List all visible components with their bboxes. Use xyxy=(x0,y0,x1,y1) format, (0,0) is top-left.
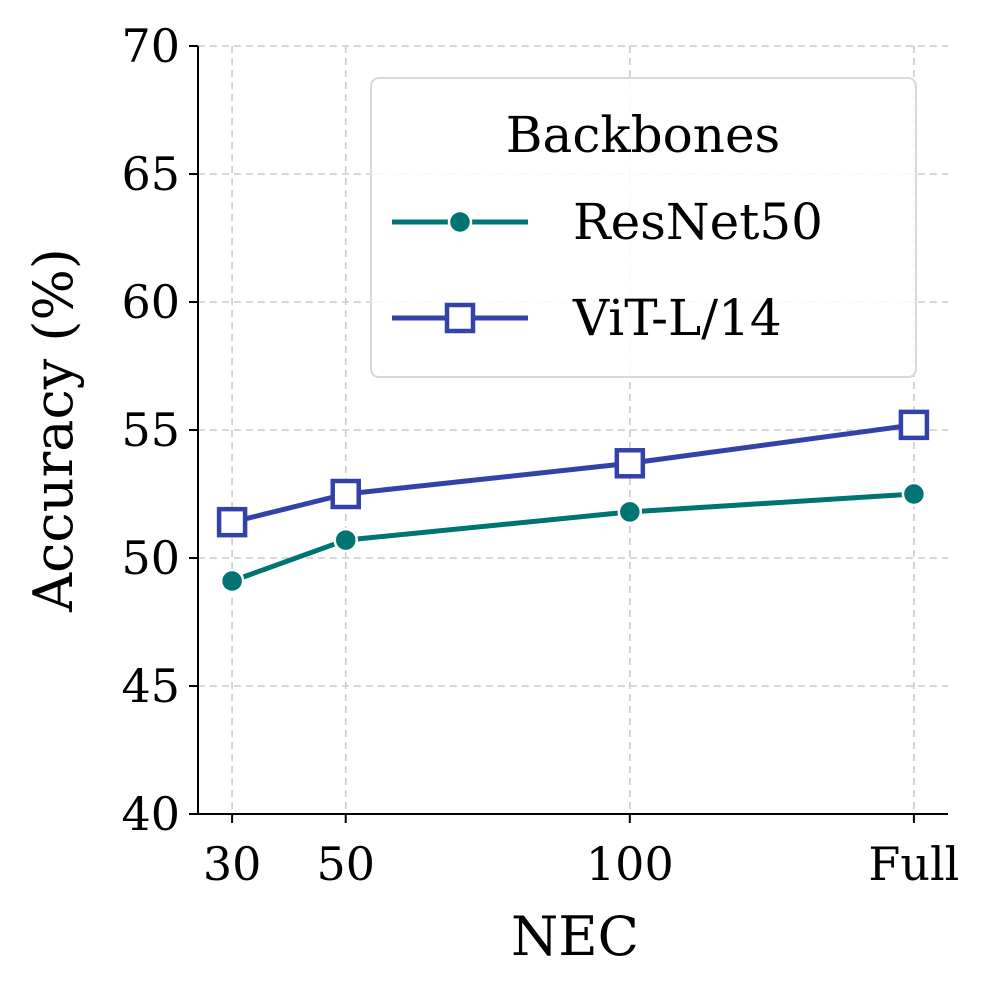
data-point xyxy=(216,506,248,538)
legend-label: ViT-L/14 xyxy=(572,289,782,347)
y-tick-label: 60 xyxy=(121,275,180,329)
data-point xyxy=(333,527,358,553)
data-point xyxy=(614,448,646,479)
y-tick-label: 40 xyxy=(121,787,180,841)
series-vit-l-14 xyxy=(216,409,930,538)
legend-box xyxy=(370,77,917,378)
data-point xyxy=(901,481,927,507)
y-tick-label: 55 xyxy=(121,403,180,457)
legend-title: Backbones xyxy=(506,106,780,164)
data-point xyxy=(219,568,245,594)
legend-marker xyxy=(447,209,473,235)
data-point xyxy=(330,478,361,510)
legend-entry: ResNet50 xyxy=(392,193,823,251)
legend-marker xyxy=(444,302,476,334)
legend-label: ResNet50 xyxy=(573,193,823,251)
data-point xyxy=(617,499,643,525)
ticks-layer: 40 45 50 55 60 65 70 30 50 100 Full xyxy=(121,19,959,891)
x-tick-label: 50 xyxy=(316,837,375,891)
series-line xyxy=(231,422,915,525)
x-tick-label: Full xyxy=(868,837,959,891)
x-axis-title: NEC xyxy=(511,905,639,968)
series-layer xyxy=(216,409,930,594)
legend-entries: ResNet50 ViT-L/14 xyxy=(392,193,823,347)
y-tick-label: 45 xyxy=(121,659,180,713)
legend: Backbones ResNet50 ViT-L/14 xyxy=(370,77,917,378)
series-line xyxy=(231,491,915,584)
y-axis-title: Accuracy (%) xyxy=(22,248,85,613)
y-tick-label: 70 xyxy=(121,19,180,73)
x-tick-label: 100 xyxy=(586,837,674,891)
series-resnet50 xyxy=(219,481,927,594)
y-tick-label: 65 xyxy=(121,147,180,201)
x-tick-label: 30 xyxy=(203,837,262,891)
data-point xyxy=(898,409,930,441)
y-tick-label: 50 xyxy=(121,531,180,585)
legend-entry: ViT-L/14 xyxy=(392,289,782,347)
